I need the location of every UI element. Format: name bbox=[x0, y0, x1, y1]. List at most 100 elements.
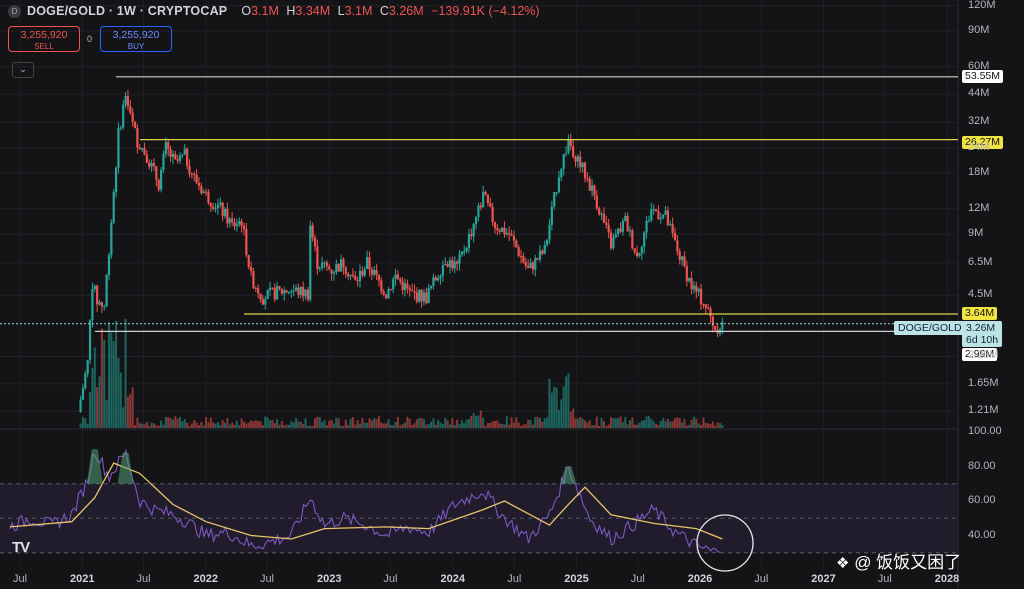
volume-bar bbox=[231, 422, 234, 428]
volume-bar bbox=[413, 423, 416, 428]
candle-body bbox=[593, 185, 596, 196]
level-label-top: 53.55M bbox=[962, 70, 1004, 83]
volume-bar bbox=[107, 322, 110, 428]
symbol-title[interactable]: DOGE/GOLD · 1W · CRYPTOCAP bbox=[27, 4, 228, 18]
time-tick: 2028 bbox=[934, 573, 960, 585]
candle-body bbox=[456, 261, 459, 264]
candle-body bbox=[280, 288, 283, 294]
volume-bar bbox=[392, 425, 395, 428]
candle-body bbox=[659, 218, 662, 220]
candle-body bbox=[600, 213, 603, 215]
volume-bar bbox=[572, 408, 575, 428]
volume-bar bbox=[235, 420, 238, 428]
sell-button[interactable]: 3,255,920 SELL bbox=[8, 26, 80, 52]
volume-bar bbox=[553, 386, 556, 428]
level-label-bottom: 2.99M bbox=[962, 348, 998, 361]
candle-body bbox=[297, 287, 300, 296]
level-label-support: 3.64M bbox=[962, 307, 998, 320]
volume-bar bbox=[714, 425, 717, 428]
volume-bar bbox=[136, 417, 139, 428]
candle-body bbox=[164, 142, 167, 154]
candle-body bbox=[122, 104, 125, 128]
volume-bar bbox=[304, 418, 307, 428]
candle-body bbox=[361, 270, 364, 276]
candle-body bbox=[311, 225, 314, 238]
rsi-tick: 40.00 bbox=[968, 528, 996, 541]
candle-body bbox=[226, 208, 229, 224]
candle-body bbox=[292, 290, 295, 292]
volume-bar bbox=[494, 421, 497, 428]
candle-body bbox=[439, 275, 442, 278]
candle-body bbox=[306, 289, 310, 300]
volume-bar bbox=[309, 425, 312, 428]
collapse-chevron-icon[interactable]: ⌄ bbox=[12, 62, 34, 78]
volume-bar bbox=[214, 423, 217, 428]
candle-body bbox=[413, 291, 416, 293]
volume-bar bbox=[377, 416, 380, 428]
buy-button[interactable]: 3,255,920 BUY bbox=[100, 26, 172, 52]
volume-bar bbox=[702, 417, 705, 428]
candle-body bbox=[512, 235, 516, 241]
candle-body bbox=[538, 250, 542, 260]
candle-body bbox=[524, 262, 527, 266]
candle-body bbox=[181, 154, 184, 156]
volume-bar bbox=[183, 419, 186, 428]
volume-bar bbox=[212, 422, 215, 428]
volume-bar bbox=[638, 422, 641, 428]
volume-bar bbox=[432, 418, 435, 428]
candle-body bbox=[266, 290, 269, 300]
rsi-tick: 60.00 bbox=[968, 494, 996, 506]
volume-bar bbox=[340, 425, 343, 428]
candle-body bbox=[347, 273, 350, 277]
candle-body bbox=[444, 264, 447, 266]
candle-body bbox=[557, 177, 561, 193]
candle-body bbox=[377, 274, 381, 281]
candle-body bbox=[486, 194, 489, 204]
volume-bar bbox=[247, 422, 250, 428]
volume-bar bbox=[380, 422, 383, 428]
candle-body bbox=[152, 162, 156, 167]
candle-body bbox=[126, 96, 130, 107]
price-tick: 18M bbox=[968, 165, 990, 178]
rsi-overbought-fill bbox=[86, 449, 103, 484]
candle-body bbox=[193, 173, 196, 175]
candle-body bbox=[370, 269, 373, 275]
time-tick: Jul bbox=[754, 573, 769, 585]
candle-body bbox=[204, 191, 208, 193]
volume-bar bbox=[314, 418, 317, 428]
price-tick: 9M bbox=[968, 227, 984, 240]
time-tick: Jul bbox=[136, 573, 151, 585]
price-tick: 90M bbox=[968, 23, 990, 36]
volume-bar bbox=[671, 421, 674, 428]
volume-bar bbox=[510, 417, 513, 428]
candle-body bbox=[434, 277, 437, 281]
grid-lines bbox=[0, 0, 959, 589]
volume-bar bbox=[650, 418, 653, 428]
candle-body bbox=[647, 220, 651, 222]
candle-body bbox=[484, 191, 487, 195]
volume-bar bbox=[700, 424, 703, 428]
volume-bar bbox=[406, 416, 409, 428]
volume-bar bbox=[110, 332, 113, 428]
volume-bar bbox=[669, 421, 672, 428]
candle-body bbox=[640, 246, 643, 254]
volume-bar bbox=[628, 420, 631, 428]
volume-bar bbox=[486, 423, 489, 428]
candle-body bbox=[86, 360, 89, 374]
volume-bar bbox=[112, 341, 115, 428]
candle-body bbox=[548, 224, 551, 240]
volume-bar bbox=[624, 417, 627, 428]
volume-bar bbox=[323, 420, 326, 428]
volume-bar bbox=[351, 417, 354, 428]
volume-bar bbox=[562, 386, 565, 428]
candle-body bbox=[564, 152, 568, 155]
volume-bar bbox=[446, 420, 449, 428]
volume-bar bbox=[546, 417, 549, 428]
candle-body bbox=[283, 290, 286, 294]
candle-body bbox=[465, 247, 468, 252]
candle-body bbox=[354, 275, 357, 281]
candle-body bbox=[290, 291, 293, 293]
volume-bar bbox=[134, 425, 137, 428]
time-tick: Jul bbox=[507, 573, 522, 585]
